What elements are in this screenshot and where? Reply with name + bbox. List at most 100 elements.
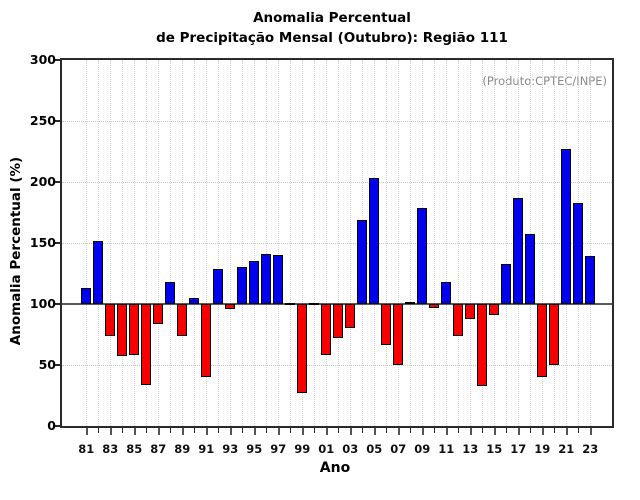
bar-23 bbox=[585, 256, 596, 304]
h-gridline bbox=[62, 182, 612, 183]
h-gridline bbox=[62, 121, 612, 122]
bar-93 bbox=[225, 304, 236, 309]
x-tick-label: 81 bbox=[78, 442, 95, 456]
bar-96 bbox=[261, 253, 272, 304]
x-tick-label: 89 bbox=[174, 442, 191, 456]
x-tick-label: 19 bbox=[534, 442, 551, 456]
x-tick-label: 97 bbox=[270, 442, 287, 456]
bar-81 bbox=[81, 288, 92, 304]
bar-94 bbox=[237, 267, 248, 304]
x-tick-label: 05 bbox=[366, 442, 383, 456]
x-tick-minor bbox=[194, 428, 196, 433]
x-tick-label: 03 bbox=[342, 442, 359, 456]
x-tick-label: 91 bbox=[198, 442, 215, 456]
x-tick-minor bbox=[170, 428, 172, 433]
bar-89 bbox=[177, 304, 188, 336]
bar-88 bbox=[165, 282, 176, 304]
x-tick-label: 85 bbox=[126, 442, 143, 456]
bar-14 bbox=[477, 304, 488, 386]
x-tick-label: 21 bbox=[558, 442, 575, 456]
y-tick bbox=[54, 181, 62, 183]
x-tick-label: 95 bbox=[246, 442, 263, 456]
y-tick bbox=[54, 120, 62, 122]
x-tick-minor bbox=[266, 428, 268, 433]
x-tick-label: 11 bbox=[438, 442, 455, 456]
x-tick-major bbox=[182, 428, 185, 435]
x-tick-major bbox=[134, 428, 137, 435]
x-tick-major bbox=[254, 428, 257, 435]
x-tick-label: 13 bbox=[462, 442, 479, 456]
bar-18 bbox=[525, 234, 536, 304]
x-tick-major bbox=[494, 428, 497, 435]
x-tick-major bbox=[110, 428, 113, 435]
x-tick-major bbox=[230, 428, 233, 435]
x-tick-minor bbox=[530, 428, 532, 433]
y-tick-label: 50 bbox=[38, 357, 56, 372]
x-tick-major bbox=[446, 428, 449, 435]
x-tick-major bbox=[542, 428, 545, 435]
y-tick bbox=[54, 364, 62, 366]
bar-01 bbox=[321, 304, 332, 356]
x-tick-label: 99 bbox=[294, 442, 311, 456]
bar-10 bbox=[429, 304, 440, 308]
x-tick-minor bbox=[410, 428, 412, 433]
x-tick-minor bbox=[242, 428, 244, 433]
bar-11 bbox=[441, 282, 452, 304]
bar-21 bbox=[561, 149, 572, 304]
x-tick-label: 07 bbox=[390, 442, 407, 456]
bar-00 bbox=[309, 303, 320, 305]
x-tick-minor bbox=[98, 428, 100, 433]
x-tick-minor bbox=[362, 428, 364, 433]
h-gridline bbox=[62, 243, 612, 244]
bar-82 bbox=[93, 240, 104, 304]
bar-15 bbox=[489, 304, 500, 315]
bar-02 bbox=[333, 304, 344, 339]
x-tick-minor bbox=[458, 428, 460, 433]
bar-99 bbox=[297, 304, 308, 394]
x-tick-label: 17 bbox=[510, 442, 527, 456]
x-tick-major bbox=[398, 428, 401, 435]
x-tick-major bbox=[590, 428, 593, 435]
x-tick-major bbox=[302, 428, 305, 435]
x-tick-label: 09 bbox=[414, 442, 431, 456]
x-tick-major bbox=[518, 428, 521, 435]
x-tick-major bbox=[158, 428, 161, 435]
bar-22 bbox=[573, 202, 584, 304]
y-tick bbox=[54, 303, 62, 305]
y-tick bbox=[54, 59, 62, 61]
bar-07 bbox=[393, 304, 404, 365]
x-tick-major bbox=[350, 428, 353, 435]
x-tick-major bbox=[86, 428, 89, 435]
x-tick-major bbox=[278, 428, 281, 435]
x-tick-minor bbox=[434, 428, 436, 433]
x-tick-minor bbox=[314, 428, 316, 433]
bar-05 bbox=[369, 178, 380, 304]
x-tick-label: 87 bbox=[150, 442, 167, 456]
bar-06 bbox=[381, 304, 392, 346]
bar-90 bbox=[189, 297, 200, 304]
bar-16 bbox=[501, 263, 512, 304]
x-tick-minor bbox=[290, 428, 292, 433]
chart-title-line2: de Precipitação Mensal (Outubro): Região… bbox=[156, 30, 508, 46]
x-tick-minor bbox=[146, 428, 148, 433]
bar-98 bbox=[285, 303, 296, 305]
bar-83 bbox=[105, 304, 116, 336]
x-tick-label: 01 bbox=[318, 442, 335, 456]
x-tick-minor bbox=[506, 428, 508, 433]
chart-title-line1: Anomalia Percentual bbox=[253, 10, 411, 26]
bar-17 bbox=[513, 197, 524, 304]
x-tick-major bbox=[206, 428, 209, 435]
bar-84 bbox=[117, 304, 128, 357]
x-tick-label: 23 bbox=[582, 442, 599, 456]
y-tick-label: 200 bbox=[29, 174, 56, 189]
x-tick-minor bbox=[578, 428, 580, 433]
bar-04 bbox=[357, 219, 368, 304]
bar-08 bbox=[405, 301, 416, 304]
y-tick-label: 300 bbox=[29, 52, 56, 67]
bar-09 bbox=[417, 207, 428, 304]
x-tick-major bbox=[326, 428, 329, 435]
bar-95 bbox=[249, 261, 260, 304]
y-tick-label: 150 bbox=[29, 235, 56, 250]
bar-12 bbox=[453, 304, 464, 336]
